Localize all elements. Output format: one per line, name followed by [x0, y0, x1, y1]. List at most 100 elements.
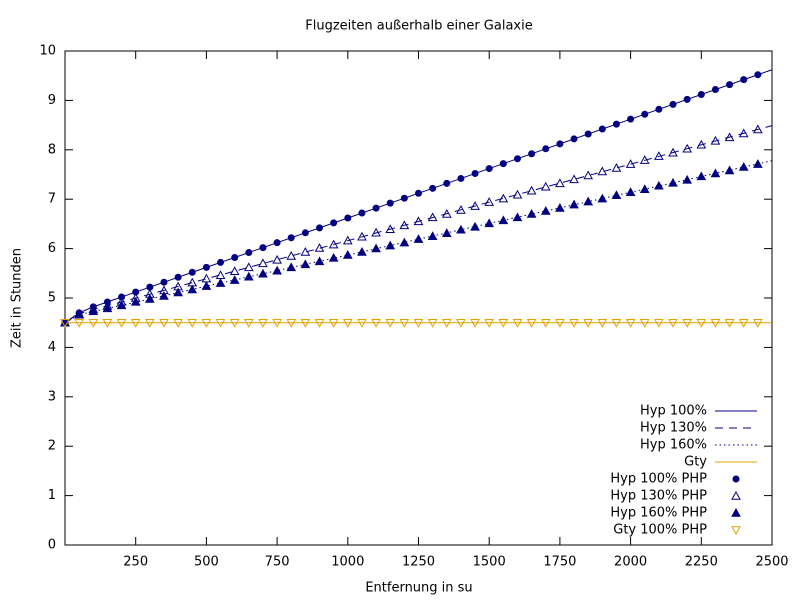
marker — [229, 275, 240, 284]
marker — [413, 234, 424, 243]
marker — [753, 124, 763, 134]
legend-label: Gty — [684, 455, 707, 470]
x-tick-label: 1750 — [543, 555, 576, 570]
marker — [243, 262, 254, 272]
marker — [258, 258, 268, 268]
marker — [441, 228, 452, 237]
marker — [498, 319, 509, 328]
marker — [513, 155, 521, 163]
series-line — [64, 125, 773, 324]
marker — [385, 319, 396, 328]
marker — [641, 110, 649, 118]
marker — [654, 180, 664, 190]
marker — [583, 319, 594, 328]
marker — [357, 247, 367, 256]
marker — [328, 239, 339, 249]
marker — [512, 319, 523, 328]
marker — [330, 219, 338, 227]
marker — [696, 171, 707, 181]
marker — [470, 201, 480, 210]
marker — [88, 306, 99, 316]
marker — [386, 199, 394, 207]
marker — [413, 216, 424, 226]
marker — [399, 220, 410, 230]
marker — [357, 231, 367, 241]
marker — [754, 71, 762, 79]
marker — [300, 259, 311, 269]
marker — [612, 120, 620, 128]
marker — [443, 179, 451, 187]
marker — [286, 262, 297, 272]
chart-title: Flugzeiten außerhalb einer Galaxie — [305, 19, 532, 34]
marker — [130, 319, 141, 328]
marker — [731, 526, 741, 536]
marker — [484, 197, 495, 206]
marker — [484, 319, 495, 328]
legend-label: Hyp 160% PHP — [610, 506, 707, 521]
marker — [555, 178, 565, 188]
marker — [526, 208, 537, 218]
marker — [116, 300, 127, 310]
marker — [738, 319, 749, 328]
marker — [683, 95, 691, 103]
marker — [273, 239, 281, 247]
marker — [173, 287, 183, 297]
marker — [201, 281, 212, 290]
marker — [371, 227, 381, 237]
marker — [300, 247, 311, 256]
y-tick-label: 9 — [48, 93, 56, 108]
marker — [372, 204, 380, 212]
marker — [456, 224, 466, 234]
marker — [371, 319, 381, 328]
marker — [528, 150, 536, 158]
marker — [217, 258, 225, 266]
marker — [413, 319, 424, 328]
y-tick-label: 3 — [48, 389, 56, 404]
marker — [300, 319, 311, 328]
marker — [682, 143, 693, 153]
marker — [542, 145, 550, 153]
marker — [597, 166, 608, 176]
marker — [301, 229, 309, 237]
marker — [215, 278, 226, 287]
marker — [526, 185, 537, 195]
marker — [569, 199, 579, 209]
legend-label: Hyp 130% — [640, 421, 707, 436]
marker — [160, 278, 168, 286]
y-axis-label: Zeit in Stunden — [10, 248, 25, 348]
marker — [174, 273, 182, 281]
marker — [556, 140, 564, 148]
marker — [400, 194, 408, 202]
marker — [569, 174, 579, 184]
marker — [669, 100, 677, 108]
marker — [611, 190, 622, 199]
marker — [457, 174, 465, 182]
marker — [245, 249, 253, 257]
marker — [272, 319, 282, 328]
marker — [60, 319, 70, 328]
marker — [187, 284, 198, 294]
marker — [441, 208, 452, 218]
marker — [654, 319, 664, 328]
marker — [231, 253, 239, 261]
marker — [570, 135, 578, 143]
marker — [272, 265, 282, 275]
marker — [258, 319, 268, 328]
marker — [342, 235, 353, 245]
marker — [484, 218, 495, 228]
marker — [731, 507, 741, 517]
marker — [724, 165, 735, 175]
marker — [272, 254, 282, 264]
marker — [385, 224, 396, 234]
marker — [540, 319, 551, 328]
marker — [427, 231, 438, 240]
marker — [314, 243, 325, 252]
marker — [159, 290, 169, 300]
marker — [399, 319, 410, 328]
marker — [732, 475, 740, 483]
marker — [470, 221, 480, 231]
y-tick-label: 8 — [48, 142, 56, 157]
marker — [696, 139, 707, 149]
marker — [427, 212, 438, 222]
